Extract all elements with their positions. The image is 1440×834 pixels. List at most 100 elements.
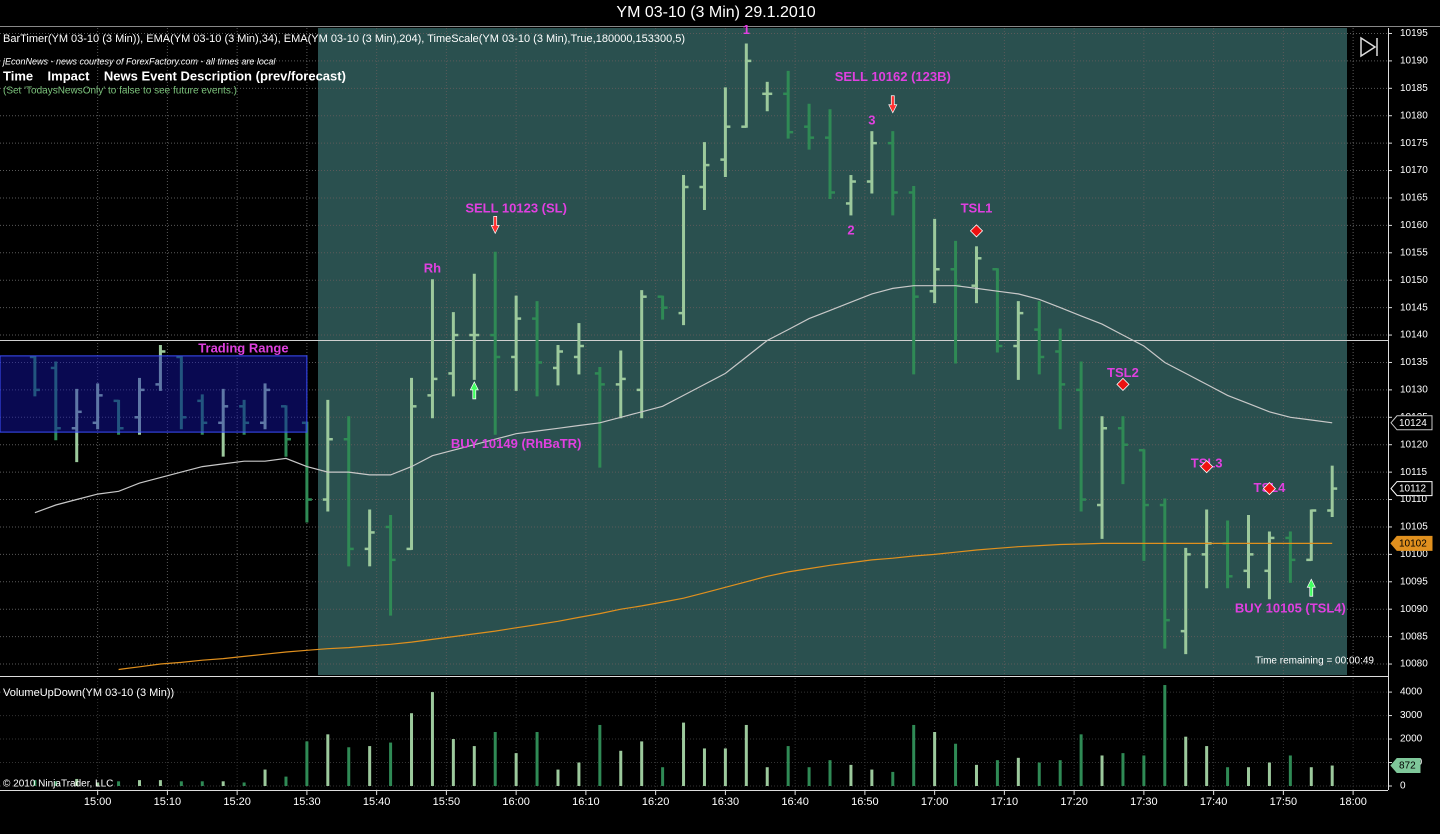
volume-bar (493, 732, 497, 786)
value-flag (1390, 535, 1433, 551)
x-tick-label: 17:30 (1130, 796, 1158, 808)
x-tick-label: 16:00 (502, 796, 530, 808)
signal-marker (1306, 578, 1316, 597)
signal-marker (1200, 460, 1214, 474)
volume-bar (744, 724, 748, 786)
x-tick-label: 15:20 (223, 796, 251, 808)
volume-bar (472, 746, 476, 786)
indicator-list: BarTimer(YM 03-10 (3 Min)), EMA(YM 03-10… (3, 33, 685, 45)
copyright: © 2010 NinjaTrader, LLC (3, 779, 113, 790)
volume-bar (514, 753, 518, 786)
signal-marker (888, 95, 898, 114)
x-tick-label: 15:50 (433, 796, 461, 808)
volume-bar (870, 769, 874, 786)
ema-line (118, 542, 1333, 671)
y-tick-label: 10170 (1400, 165, 1428, 176)
x-tick-label: 16:20 (642, 796, 670, 808)
x-tick-label: 15:00 (84, 796, 112, 808)
volume-bar (305, 741, 309, 786)
window-title: YM 03-10 (3 Min) 29.1.2010 (616, 4, 815, 21)
volume-bar (1288, 755, 1292, 786)
annotation: SELL 10162 (123B) (835, 69, 951, 84)
volume-bar (96, 782, 100, 786)
y-tick-label: 10110 (1400, 494, 1428, 505)
volume-bar (702, 748, 706, 786)
volume-bar (723, 748, 727, 786)
volume-bar (933, 732, 937, 786)
annotation: SELL 10123 (SL) (465, 200, 567, 215)
value-flag (1390, 758, 1421, 774)
volume-bar (828, 760, 832, 786)
x-tick-label: 17:00 (921, 796, 949, 808)
y-tick-label: 10185 (1400, 83, 1428, 94)
volume-bar (1121, 753, 1125, 786)
y-tick-label: 3000 (1400, 710, 1423, 721)
annotation: 2 (847, 222, 854, 237)
y-tick-label: 10155 (1400, 247, 1428, 258)
session-background (318, 28, 1347, 675)
volume-bar (263, 769, 267, 786)
volume-bar (451, 739, 455, 786)
volume-bar (1058, 760, 1062, 786)
x-tick-label: 15:40 (363, 796, 391, 808)
y-tick-label: 10080 (1400, 659, 1428, 670)
volume-bar (577, 762, 581, 786)
news-note: (Set 'TodaysNewsOnly' to false to see fu… (3, 86, 237, 97)
volume-bar (117, 781, 121, 786)
y-tick-label: 10115 (1400, 467, 1428, 478)
y-tick-label: 10120 (1400, 439, 1428, 450)
ema-line (34, 285, 1333, 514)
annotation: Rh (424, 261, 441, 276)
y-tick-label: 10130 (1400, 385, 1428, 396)
volume-bar (1226, 767, 1230, 786)
y-tick-label: 10175 (1400, 138, 1428, 149)
plot-area (0, 43, 1388, 786)
volume-bar (974, 764, 978, 786)
volume-bar (995, 760, 999, 786)
y-tick-label: 10160 (1400, 220, 1428, 231)
value-flag (1390, 481, 1433, 497)
x-tick-label: 18:00 (1339, 796, 1367, 808)
y-tick-label: 10135 (1400, 357, 1428, 368)
annotation: TSL2 (1107, 365, 1139, 380)
y-tick-label: 10180 (1400, 110, 1428, 121)
volume-bar (368, 746, 372, 786)
volume-bar (284, 776, 288, 786)
volume-bar (75, 778, 79, 786)
news-header: Time Impact News Event Description (prev… (3, 68, 346, 83)
panel-icon[interactable] (1360, 36, 1378, 58)
volume-bar (326, 734, 330, 786)
y-tick-label: 10140 (1400, 330, 1428, 341)
y-tick-label: 10190 (1400, 56, 1428, 67)
volume-bar (807, 767, 811, 786)
x-tick-label: 16:10 (572, 796, 600, 808)
annotation: TSL1 (961, 200, 993, 215)
x-tick-label: 17:10 (991, 796, 1019, 808)
x-tick-label: 17:50 (1270, 796, 1298, 808)
annotation: BUY 10105 (TSL4) (1235, 601, 1346, 616)
axes: 10080 10085 10090 10095 10100 10105 10110 10115… (84, 28, 1433, 808)
volume-bar (1100, 755, 1104, 786)
volume-bar (556, 769, 560, 786)
volume-bar (912, 724, 916, 786)
annotation: BUY 10149 (RhBaTR) (451, 436, 582, 451)
volume-bar (640, 741, 644, 786)
y-tick-label: 10105 (1400, 522, 1428, 533)
volume-bar (54, 781, 58, 786)
y-tick-label: 10165 (1400, 193, 1428, 204)
y-tick-label: 10195 (1400, 28, 1428, 39)
volume-bar (1309, 767, 1313, 786)
value-flag-label: 10102 (1399, 539, 1427, 550)
volume-bar (200, 781, 204, 786)
y-tick-label: 2000 (1400, 734, 1423, 745)
time-remaining: Time remaining = 00:00:49 (1255, 656, 1374, 667)
y-tick-label: 0 (1400, 781, 1406, 792)
volume-bar (242, 782, 246, 786)
volume-bar (347, 747, 351, 786)
signal-marker (490, 216, 500, 235)
volume-bar (535, 732, 539, 786)
annotation: 1 (743, 22, 750, 37)
y-tick-label: 4000 (1400, 687, 1423, 698)
overlay: Trading Range 1 SELL 10162 (123B) 3 2 SELL 10… (0, 22, 1346, 616)
